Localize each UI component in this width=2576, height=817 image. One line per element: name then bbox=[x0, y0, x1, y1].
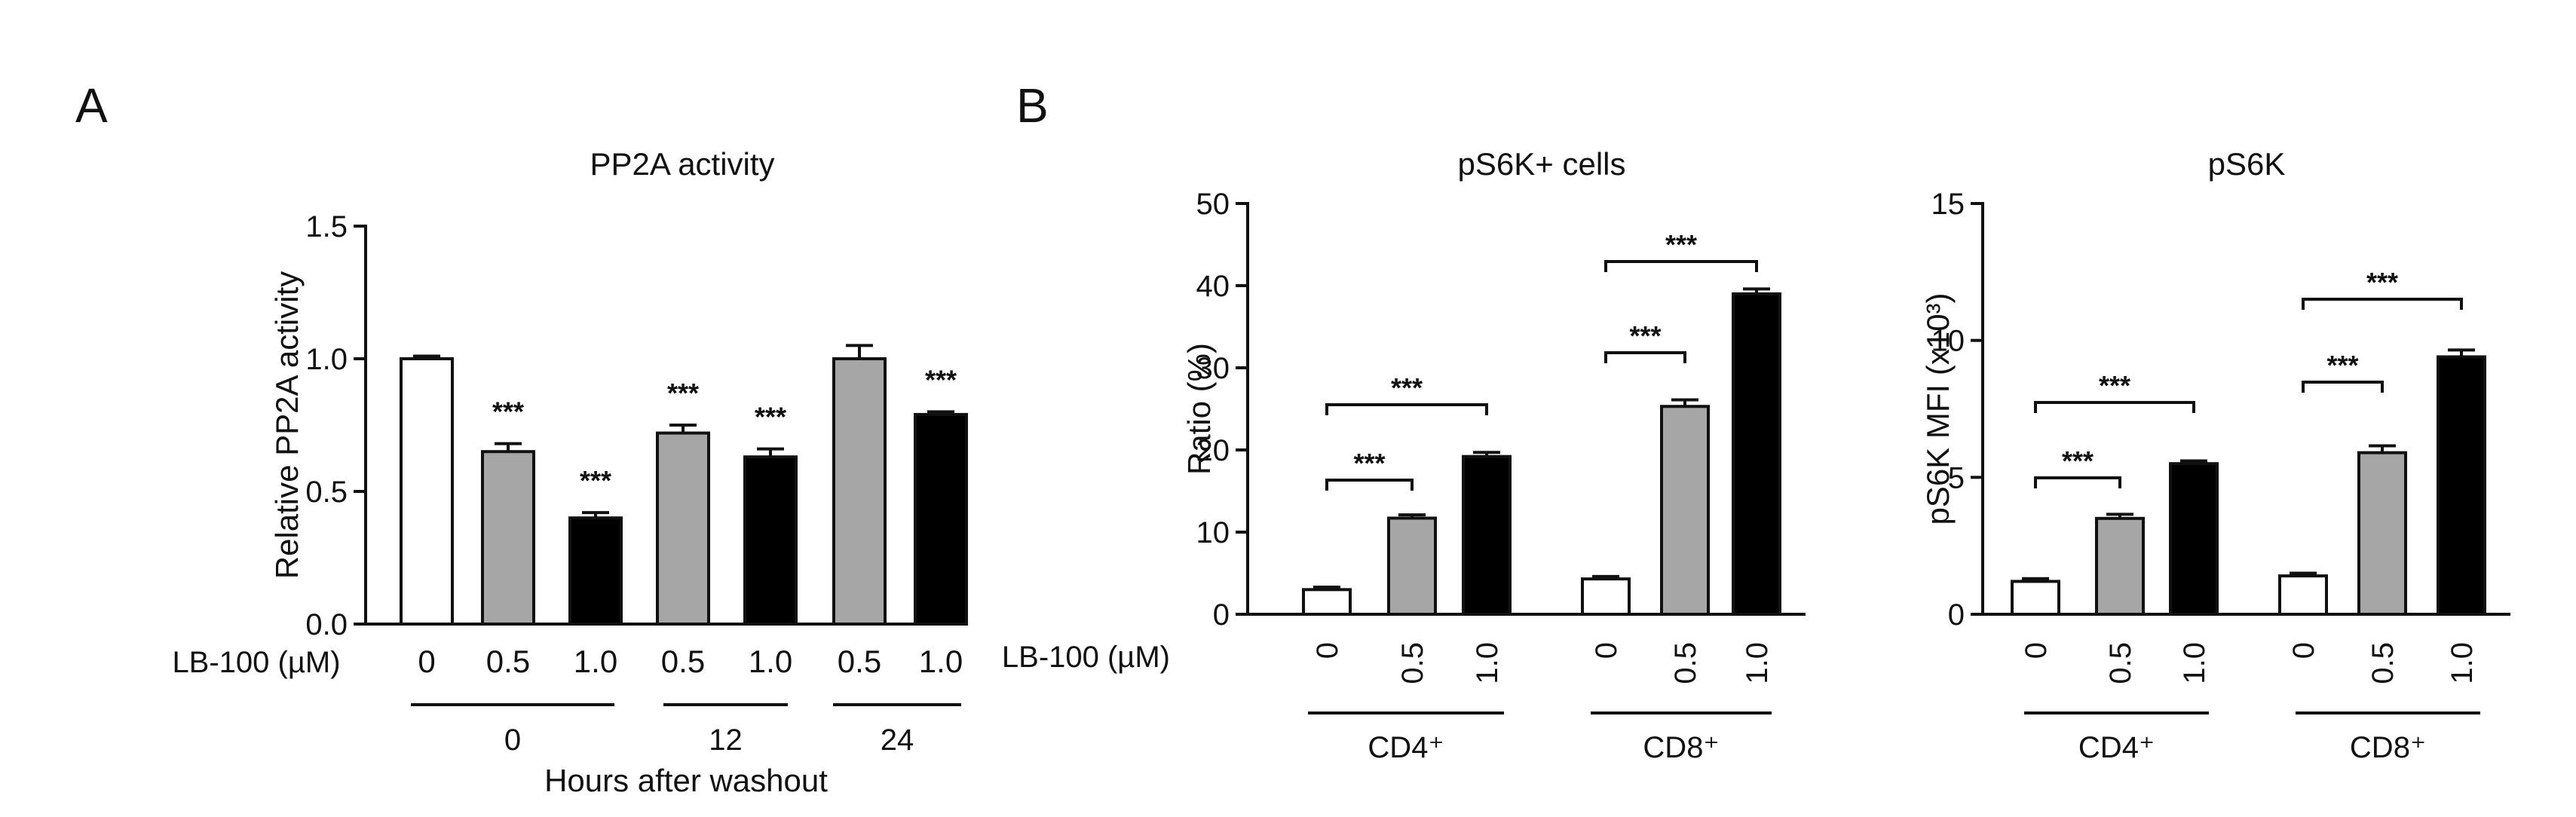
bar bbox=[481, 450, 535, 626]
chart-ps6k-cells: pS6K+ cells 0 10 20 30 40 50 Ratio (%) *** *** ***… bbox=[1002, 146, 1806, 764]
comparison-significance: *** bbox=[2099, 370, 2130, 401]
y-tick-label: 40 bbox=[1196, 270, 1230, 303]
bar bbox=[914, 412, 968, 626]
category-label: 0.5 bbox=[1669, 642, 1702, 684]
y-tick-label: 0 bbox=[1948, 598, 1965, 632]
significance-marker: *** bbox=[755, 402, 786, 433]
category-label: 1.0 bbox=[574, 644, 617, 679]
bar bbox=[2357, 451, 2407, 617]
bar bbox=[568, 516, 623, 626]
significance-marker: *** bbox=[925, 364, 957, 395]
bar bbox=[656, 431, 710, 626]
category-label: 1.0 bbox=[2446, 642, 2479, 684]
group-label: 12 bbox=[709, 724, 743, 757]
y-tick-label: 10 bbox=[1196, 516, 1230, 549]
category-label: 0 bbox=[1590, 642, 1623, 659]
x-axis-title: Hours after washout bbox=[544, 763, 828, 798]
category-label: 0.5 bbox=[1396, 642, 1429, 684]
y-tick-label: 10 bbox=[1931, 325, 1965, 358]
y-tick-label: 0 bbox=[1213, 598, 1230, 632]
comparison-bracket bbox=[1325, 479, 1414, 491]
comparison-significance: *** bbox=[1353, 448, 1385, 479]
comparison-bracket bbox=[1604, 260, 1758, 272]
chart-title: pS6K+ cells bbox=[1458, 146, 1626, 182]
y-tick-label: 1.5 bbox=[305, 210, 348, 243]
group-label: 0 bbox=[504, 724, 521, 757]
bar bbox=[400, 357, 454, 626]
y-tick-label: 0.5 bbox=[305, 476, 348, 509]
bar bbox=[1660, 405, 1710, 616]
panel-letter-a: A bbox=[75, 78, 108, 133]
group-label: CD8⁺ bbox=[2350, 731, 2426, 764]
significance-marker: *** bbox=[492, 396, 524, 427]
bar bbox=[1581, 577, 1631, 617]
bar bbox=[1462, 454, 1512, 616]
bar bbox=[1387, 516, 1437, 616]
treatment-axis-label: LB-100 (µM) bbox=[1002, 641, 1170, 674]
comparison-bracket bbox=[1604, 351, 1686, 363]
treatment-axis-label: LB-100 (µM) bbox=[172, 646, 340, 679]
comparison-bracket bbox=[2302, 381, 2384, 393]
category-label: 0 bbox=[2287, 642, 2320, 659]
chart-ps6k-mfi: pS6K 0 5 10 15 pS6K MFI (x10³) *** *** *** *** 0 0.… bbox=[1920, 146, 2510, 764]
group-label: CD4⁺ bbox=[1368, 731, 1444, 764]
panel-letter-b: B bbox=[1016, 78, 1049, 133]
category-label: 0.5 bbox=[2104, 642, 2137, 684]
bar bbox=[2278, 574, 2328, 617]
chart-title: pS6K bbox=[2208, 146, 2286, 182]
comparison-significance: *** bbox=[2326, 350, 2358, 381]
category-label: 0 bbox=[418, 644, 435, 679]
category-label: 1.0 bbox=[749, 644, 792, 679]
y-tick-label: 30 bbox=[1196, 352, 1230, 385]
bar bbox=[743, 455, 798, 626]
comparison-bracket bbox=[1325, 403, 1488, 415]
category-label: 0 bbox=[1311, 642, 1344, 659]
category-label: 1.0 bbox=[1471, 642, 1504, 684]
category-label: 0.5 bbox=[838, 644, 881, 679]
comparison-significance: *** bbox=[1665, 229, 1697, 260]
category-label: 0.5 bbox=[486, 644, 530, 679]
category-label: 1.0 bbox=[919, 644, 963, 679]
significance-marker: *** bbox=[667, 378, 699, 408]
bar bbox=[1302, 588, 1352, 616]
y-tick-label: 20 bbox=[1196, 434, 1230, 467]
group-label: CD4⁺ bbox=[2078, 731, 2155, 764]
bar bbox=[832, 357, 887, 626]
bar bbox=[1732, 292, 1781, 616]
comparison-significance: *** bbox=[2366, 267, 2398, 298]
bar bbox=[2169, 462, 2219, 617]
comparison-bracket bbox=[2034, 401, 2195, 413]
y-tick-label: 0.0 bbox=[305, 608, 348, 641]
y-axis-title: Ratio (%) bbox=[1181, 343, 1217, 475]
comparison-significance: *** bbox=[2062, 445, 2094, 476]
y-axis-title: Relative PP2A activity bbox=[269, 271, 305, 580]
bar bbox=[2095, 516, 2145, 616]
category-label: 1.0 bbox=[1741, 642, 1774, 684]
significance-marker: *** bbox=[580, 465, 611, 496]
comparison-significance: *** bbox=[1391, 372, 1423, 403]
y-axis-title: pS6K MFI (x10³) bbox=[1920, 292, 1956, 525]
category-label: 0 bbox=[2020, 642, 2053, 659]
category-label: 1.0 bbox=[2178, 642, 2211, 684]
y-tick-label: 1.0 bbox=[305, 343, 348, 376]
comparison-significance: *** bbox=[1629, 320, 1661, 351]
category-label: 0.5 bbox=[661, 644, 705, 679]
group-label: CD8⁺ bbox=[1643, 731, 1719, 764]
group-label: 24 bbox=[881, 724, 914, 757]
comparison-bracket bbox=[2302, 298, 2463, 310]
chart-title: PP2A activity bbox=[590, 146, 774, 182]
y-tick-label: 15 bbox=[1931, 188, 1965, 221]
comparison-bracket bbox=[2034, 476, 2121, 488]
y-tick-label: 5 bbox=[1948, 461, 1965, 494]
category-label: 0.5 bbox=[2366, 642, 2400, 684]
y-tick-label: 50 bbox=[1196, 188, 1230, 221]
bar bbox=[2437, 355, 2486, 616]
bar bbox=[2011, 580, 2060, 617]
